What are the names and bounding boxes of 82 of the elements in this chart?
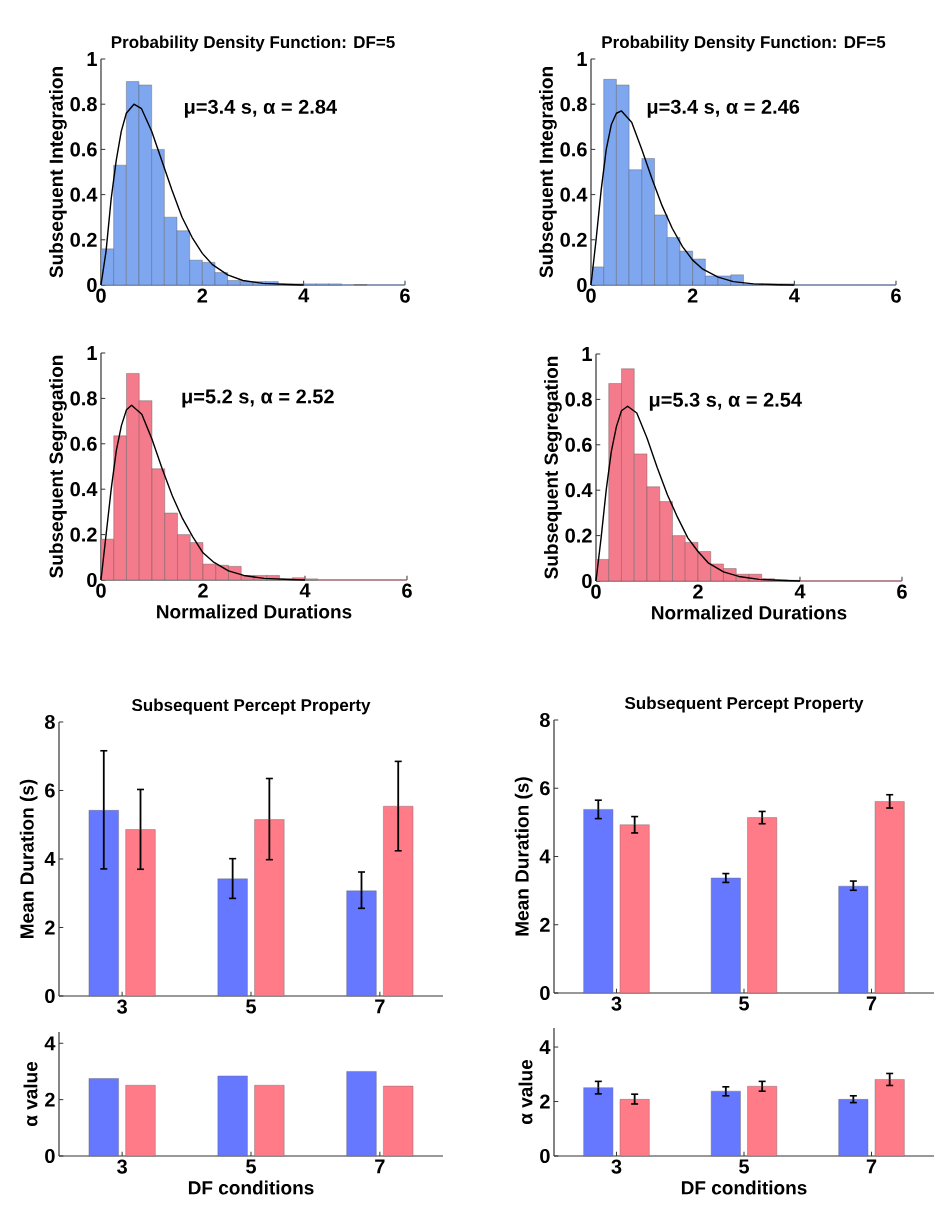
x-tick-label: 7 — [375, 1159, 385, 1174]
x-tick-label: 4 — [789, 288, 800, 303]
y-tick-label: 0.2 — [70, 232, 97, 247]
y-tick-label: 0 — [540, 1148, 550, 1164]
y-tick-label: 4 — [44, 852, 56, 866]
y-tick-label: 0.4 — [70, 482, 98, 497]
x-tick-label: 6 — [897, 584, 907, 599]
x-tick-label: 3 — [611, 996, 622, 1011]
y-tick-label: 4 — [539, 1040, 551, 1054]
x-axis-title: Normalized Durations — [652, 605, 847, 620]
y-tick-label: 0.2 — [70, 527, 97, 542]
x-tick-label: 7 — [866, 1159, 877, 1174]
x-tick-label: 3 — [117, 1159, 127, 1174]
y-tick-label: 0.8 — [565, 392, 592, 407]
y-tick-label: 1 — [582, 347, 592, 361]
y-tick-label: 0.6 — [565, 437, 592, 452]
x-tick-label: 4 — [794, 584, 806, 599]
y-tick-label: 1 — [87, 346, 97, 360]
y-tick-label: 4 — [44, 1036, 56, 1051]
y-tick-label: 0.4 — [565, 483, 593, 498]
y-tick-label: 2 — [540, 1094, 550, 1109]
x-tick-label: 2 — [693, 584, 703, 599]
y-axis-title: α value — [518, 1059, 533, 1125]
y-tick-label: 0.8 — [560, 97, 587, 112]
x-tick-label: 5 — [246, 1159, 257, 1174]
y-axis-title: Subsequent Segregation — [544, 356, 562, 579]
x-tick-label: 3 — [117, 999, 127, 1014]
y-axis-title: Subsequent Segregation — [49, 355, 67, 578]
x-tick-label: 6 — [400, 288, 410, 303]
annotation: μ=5.2 s, α = 2.52 — [182, 389, 334, 408]
chart-title: Probability Density Function: DF=5 — [111, 35, 395, 52]
y-tick-label: 0 — [540, 985, 550, 1001]
y-tick-label: 6 — [540, 781, 550, 796]
y-tick-label: 4 — [539, 849, 551, 864]
x-tick-label: 2 — [197, 288, 208, 303]
y-axis-title: Subsequent Integration — [539, 67, 557, 278]
x-tick-label: 3 — [611, 1159, 622, 1174]
x-axis-title: DF conditions — [681, 1180, 807, 1195]
y-tick-label: 2 — [540, 917, 550, 932]
y-tick-label: 0 — [87, 572, 97, 588]
y-tick-label: 0 — [577, 277, 587, 293]
y-tick-label: 0.2 — [565, 528, 592, 543]
annotation: μ=5.3 s, α = 2.54 — [649, 392, 802, 411]
y-tick-label: 0.2 — [560, 232, 587, 247]
annotation: μ=3.4 s, α = 2.46 — [647, 99, 800, 118]
x-tick-label: 7 — [375, 999, 385, 1014]
y-tick-label: 0.8 — [70, 391, 97, 406]
y-tick-label: 2 — [45, 1092, 55, 1107]
y-tick-label: 0.4 — [560, 187, 588, 202]
x-axis-title: DF conditions — [188, 1180, 314, 1195]
y-tick-label: 1 — [577, 52, 587, 66]
y-axis-title: α value — [23, 1061, 38, 1127]
y-axis-title: Subsequent Integration — [49, 67, 67, 278]
x-tick-label: 5 — [739, 1159, 749, 1174]
annotation: μ=3.4 s, α = 2.84 — [184, 99, 337, 118]
y-tick-label: 0.6 — [70, 436, 97, 451]
x-tick-label: 7 — [866, 996, 877, 1011]
x-tick-label: 4 — [298, 288, 310, 303]
y-tick-label: 6 — [45, 783, 55, 798]
y-tick-label: 0.8 — [70, 97, 97, 112]
y-tick-label: 0.4 — [70, 187, 98, 202]
y-tick-label: 2 — [45, 920, 55, 935]
x-axis-title: Normalized Durations — [157, 604, 352, 619]
y-tick-label: 1 — [87, 52, 97, 66]
chart-title: Subsequent Percept Property — [624, 696, 864, 713]
x-tick-label: 6 — [402, 583, 412, 598]
y-axis-title: Mean Duration (s) — [514, 777, 533, 936]
y-tick-label: 0.6 — [560, 142, 587, 157]
x-tick-label: 2 — [198, 583, 208, 598]
x-tick-label: 2 — [687, 288, 698, 303]
y-tick-label: 8 — [539, 712, 550, 728]
y-axis-title: Mean Duration (s) — [19, 779, 38, 938]
chart-title: Probability Density Function: DF=5 — [602, 35, 886, 52]
x-tick-label: 4 — [299, 583, 311, 598]
y-tick-label: 0.6 — [70, 142, 97, 157]
chart-title: Subsequent Percept Property — [131, 698, 371, 715]
y-tick-label: 8 — [44, 714, 55, 730]
x-tick-label: 5 — [246, 999, 257, 1014]
y-tick-label: 0 — [87, 277, 97, 293]
x-tick-label: 5 — [739, 996, 749, 1011]
x-tick-label: 6 — [891, 288, 901, 303]
y-tick-label: 0 — [45, 1148, 55, 1164]
